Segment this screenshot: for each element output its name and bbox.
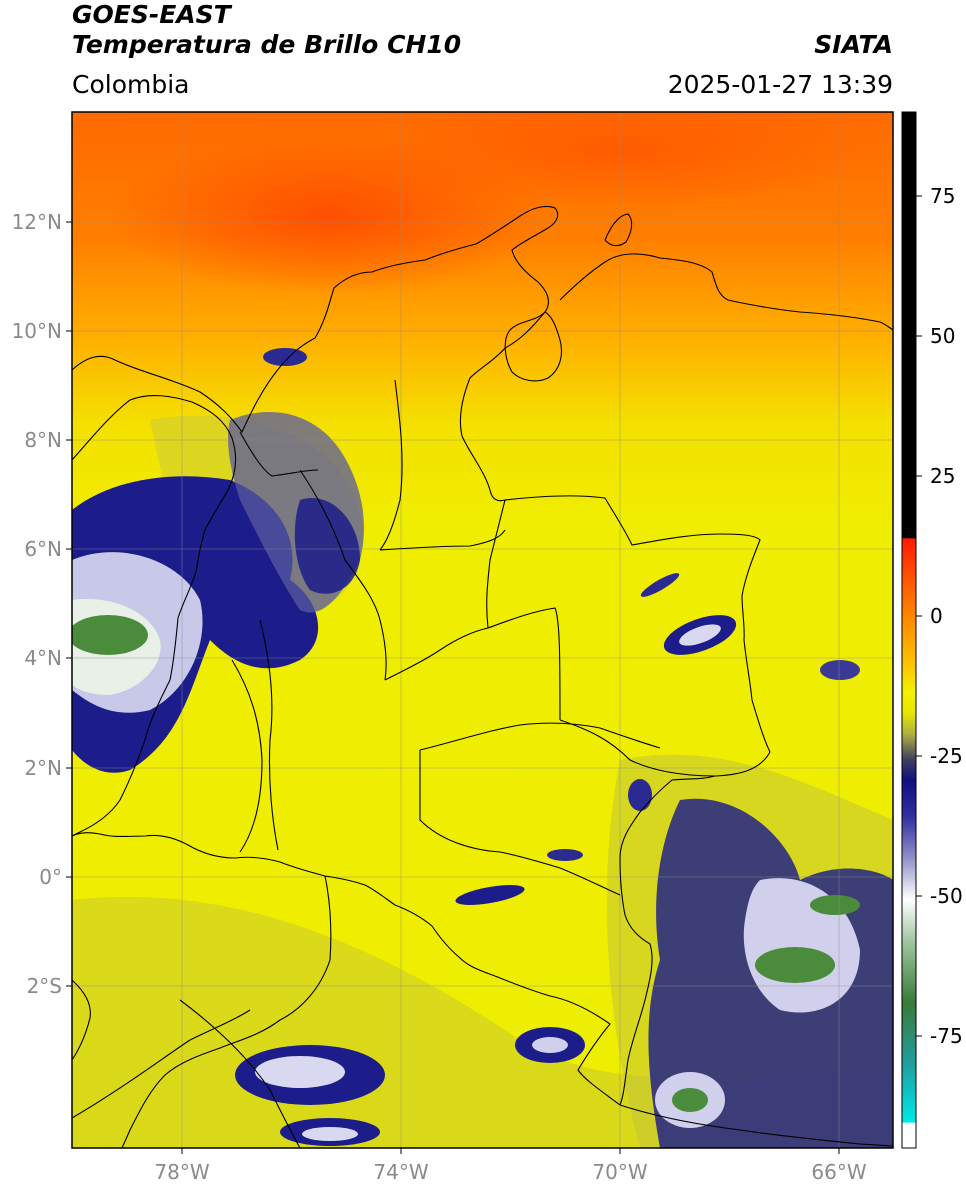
map-frame [71, 111, 894, 1149]
cloud-south-4 [455, 885, 525, 905]
cloud-east-3 [820, 660, 860, 680]
colorbar-tick-label: 75 [930, 184, 956, 208]
dept-internal-6 [379, 529, 506, 551]
colorbar-frame [901, 111, 917, 1149]
peru-internal [179, 999, 301, 1148]
region-label: Colombia [72, 70, 190, 99]
dept-internal-8 [559, 719, 716, 777]
colombia-venezuela-border [459, 311, 771, 753]
ecuador-coast [72, 979, 91, 1061]
temperature-field [72, 112, 893, 1148]
dept-internal-10 [231, 659, 263, 853]
colombia-ecuador-border [72, 832, 326, 877]
lon-label: 78°W [154, 1160, 210, 1184]
lat-label: 10°N [11, 319, 62, 343]
cloud-south-east-green [755, 947, 835, 983]
paraguana [604, 213, 633, 247]
peru-ecuador-border [121, 875, 332, 1148]
cloud-andes-core [294, 498, 360, 594]
cloud-southwest-core [255, 1056, 345, 1088]
colorbar-tick-label: -25 [930, 744, 963, 768]
brand-label: SIATA [814, 30, 893, 59]
cloud-southwest-2-core [302, 1127, 358, 1141]
axis-ticks [66, 221, 840, 1154]
lat-label: 12°N [11, 210, 62, 234]
dept-internal-7 [486, 499, 506, 629]
pacific-coast [72, 395, 237, 837]
coastlines-borders [72, 205, 893, 1148]
venezuela-coast [559, 253, 893, 331]
colorbar-tick-label: -50 [930, 884, 963, 908]
cloud-center [628, 779, 652, 811]
lat-label: 4°N [24, 646, 62, 670]
cloud-top-green [72, 615, 148, 655]
lat-label: 2°N [24, 756, 62, 780]
colorbar-tick-label: -75 [930, 1024, 963, 1048]
lon-label: 66°W [811, 1160, 867, 1184]
cloud-east-2 [640, 573, 680, 597]
lat-label: 8°N [24, 428, 62, 452]
lon-label: 70°W [592, 1160, 648, 1184]
lat-label: 2°S [26, 974, 62, 998]
dept-internal-1 [299, 469, 387, 681]
brazil-peru-border [619, 1104, 893, 1147]
colorbar [902, 112, 916, 1148]
dept-internal-5 [259, 619, 279, 851]
dept-internal-4 [419, 750, 621, 896]
dept-internal-3 [419, 722, 661, 751]
colorbar-tick-label: 50 [930, 324, 956, 348]
colombia-peru-border [324, 875, 621, 1106]
title-product: Temperatura de Brillo CH10 [72, 30, 462, 59]
panama-border [239, 431, 319, 477]
cloud-center-2 [547, 849, 583, 861]
title-satellite: GOES-EAST [72, 0, 231, 29]
maracaibo-lake [504, 311, 563, 382]
datetime-label: 2025-01-27 13:39 [667, 70, 893, 99]
cloud-east-1-core [679, 624, 721, 646]
cloud-south-east-green-2 [810, 895, 860, 915]
lat-label: 6°N [24, 537, 62, 561]
cloud-caribbean [263, 348, 307, 366]
colombia-brazil-border [619, 751, 771, 1106]
peru-coastline [72, 1009, 251, 1119]
lon-label: 74°W [373, 1160, 429, 1184]
dept-internal-9 [379, 379, 403, 551]
cloud-south-green-2 [672, 1088, 708, 1112]
lat-label: 0° [39, 865, 62, 889]
colorbar-ticks [916, 195, 922, 1037]
dept-internal-2 [384, 607, 561, 721]
cloud-south-3-core [532, 1037, 568, 1053]
colorbar-tick-label: 25 [930, 464, 956, 488]
colorbar-tick-label: 0 [930, 604, 943, 628]
caribbean-coast [72, 205, 559, 434]
